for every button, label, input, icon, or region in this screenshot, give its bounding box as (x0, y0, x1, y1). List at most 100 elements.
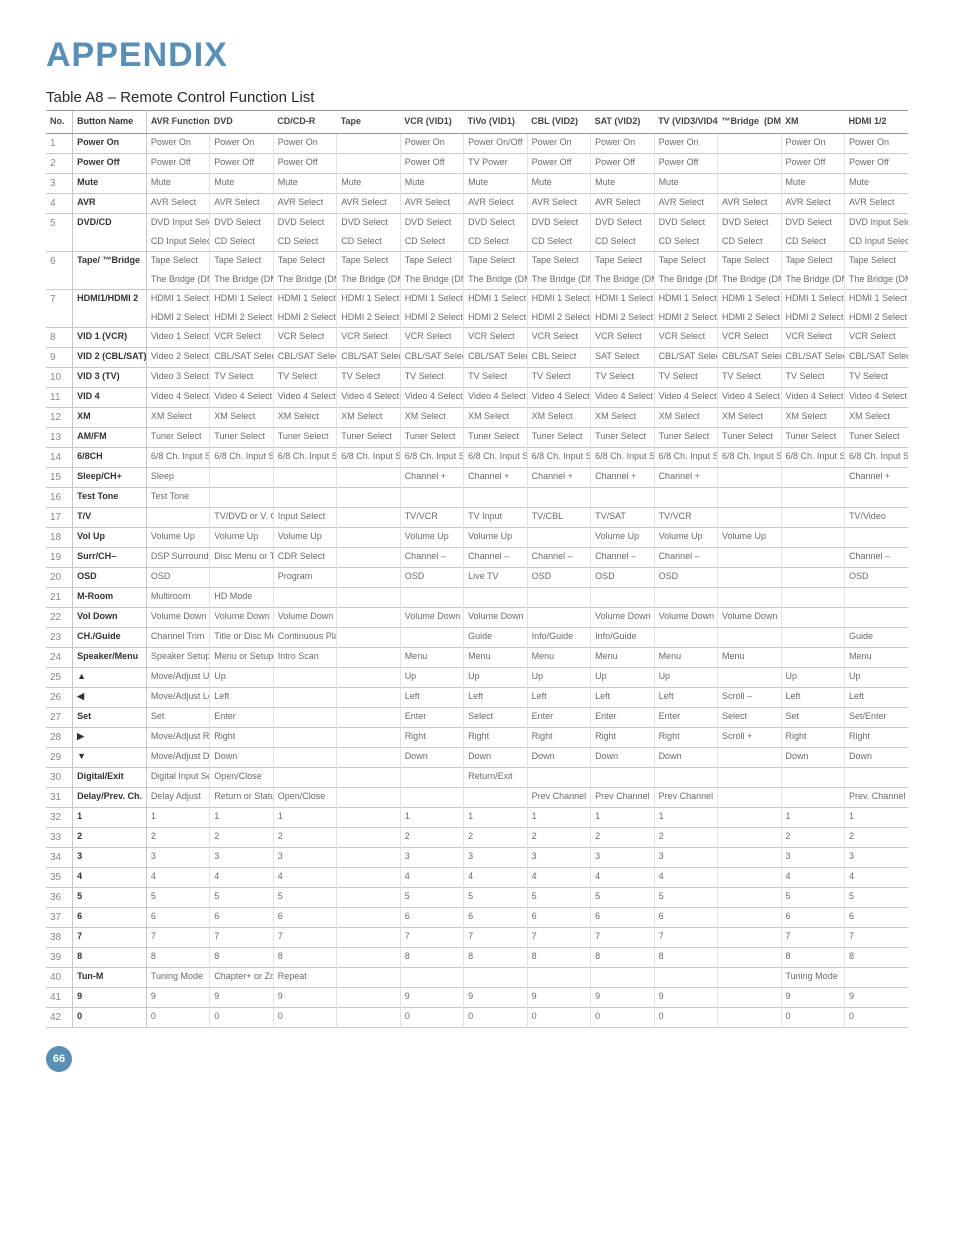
cell (654, 967, 717, 987)
cell (718, 153, 781, 173)
table-row: 5DVD/CDDVD Input SelectDVD SelectDVD Sel… (46, 213, 908, 233)
cell: AVR Select (527, 193, 590, 213)
cell (844, 967, 908, 987)
cell: 1 (781, 807, 844, 827)
cell: 1 (146, 807, 209, 827)
table-row: 19Surr/CH–DSP Surround Mode SelectDisc M… (46, 547, 908, 567)
cell (337, 727, 400, 747)
cell: 5 (844, 887, 908, 907)
cell: XM Select (527, 407, 590, 427)
cell: Menu (464, 647, 527, 667)
cell: 7 (146, 927, 209, 947)
cell: TV Select (400, 367, 463, 387)
cell: Title or Disc Menu (210, 627, 273, 647)
cell: Left (781, 687, 844, 707)
cell: DVD Select (591, 213, 654, 233)
cell (337, 747, 400, 767)
cell (337, 467, 400, 487)
cell-button-name: 5 (73, 887, 147, 907)
cell: Prev. Channel (844, 787, 908, 807)
cell: 7 (654, 927, 717, 947)
cell: Tape Select (337, 251, 400, 271)
cell: Video 4 Select (718, 387, 781, 407)
cell: 7 (464, 927, 527, 947)
cell (718, 133, 781, 153)
cell (844, 607, 908, 627)
cell (781, 627, 844, 647)
table-row: 31Delay/Prev. Ch.Delay AdjustReturn or S… (46, 787, 908, 807)
cell (718, 787, 781, 807)
cell: 9 (844, 987, 908, 1007)
cell: Power On/Off (464, 133, 527, 153)
cell-no: 2 (46, 153, 73, 173)
cell: Intro Scan (273, 647, 336, 667)
cell: CD Select (718, 233, 781, 251)
cell-button-name: T/V (73, 507, 147, 527)
cell (781, 547, 844, 567)
cell-no: 27 (46, 707, 73, 727)
cell: HDMI 2 Select (718, 309, 781, 327)
cell: Mute (210, 173, 273, 193)
cell: 9 (273, 987, 336, 1007)
cell: 6 (146, 907, 209, 927)
cell: Right (210, 727, 273, 747)
cell: 2 (527, 827, 590, 847)
cell: 5 (464, 887, 527, 907)
cell: Menu (400, 647, 463, 667)
cell-button-name: Set (73, 707, 147, 727)
cell-no: 38 (46, 927, 73, 947)
cell: Tape Select (654, 251, 717, 271)
cell: Enter (400, 707, 463, 727)
cell: VCR Select (654, 327, 717, 347)
cell-no: 18 (46, 527, 73, 547)
cell (337, 787, 400, 807)
cell-button-name: 6 (73, 907, 147, 927)
cell: TV Select (781, 367, 844, 387)
cell: 6 (400, 907, 463, 927)
cell (210, 487, 273, 507)
cell: HDMI 2 Select (844, 309, 908, 327)
cell: XM Select (273, 407, 336, 427)
cell (527, 527, 590, 547)
cell: Tape Select (146, 251, 209, 271)
cell: AVR Select (781, 193, 844, 213)
cell: Tape Select (527, 251, 590, 271)
cell: DVD Select (527, 213, 590, 233)
cell: 0 (844, 1007, 908, 1027)
cell: Prev Channel (591, 787, 654, 807)
cell: Channel + (591, 467, 654, 487)
cell (400, 967, 463, 987)
cell: Left (527, 687, 590, 707)
cell: Repeat (273, 967, 336, 987)
cell: 0 (781, 1007, 844, 1027)
cell: Up (781, 667, 844, 687)
table-row: 24Speaker/MenuSpeaker SetupMenu or Setup… (46, 647, 908, 667)
cell: Volume Down (718, 607, 781, 627)
table-row: 3544444444444 (46, 867, 908, 887)
cell: 2 (273, 827, 336, 847)
cell: Power Off (844, 153, 908, 173)
cell: Move/Adjust Left (146, 687, 209, 707)
cell (527, 487, 590, 507)
cell: Up (591, 667, 654, 687)
cell: TV Select (844, 367, 908, 387)
table-row: 3322222222222 (46, 827, 908, 847)
cell: Mute (273, 173, 336, 193)
cell: 3 (591, 847, 654, 867)
cell-no: 17 (46, 507, 73, 527)
cell: Down (210, 747, 273, 767)
cell: Open/Close (273, 787, 336, 807)
cell: 5 (146, 887, 209, 907)
cell: 5 (273, 887, 336, 907)
cell: 9 (210, 987, 273, 1007)
cell: 8 (146, 947, 209, 967)
cell: 1 (654, 807, 717, 827)
cell (273, 707, 336, 727)
cell: Channel + (400, 467, 463, 487)
table-row: 3988888888888 (46, 947, 908, 967)
cell: 8 (844, 947, 908, 967)
cell: Power Off (781, 153, 844, 173)
table-row: 16Test ToneTest Tone (46, 487, 908, 507)
cell-no: 12 (46, 407, 73, 427)
cell: 9 (654, 987, 717, 1007)
